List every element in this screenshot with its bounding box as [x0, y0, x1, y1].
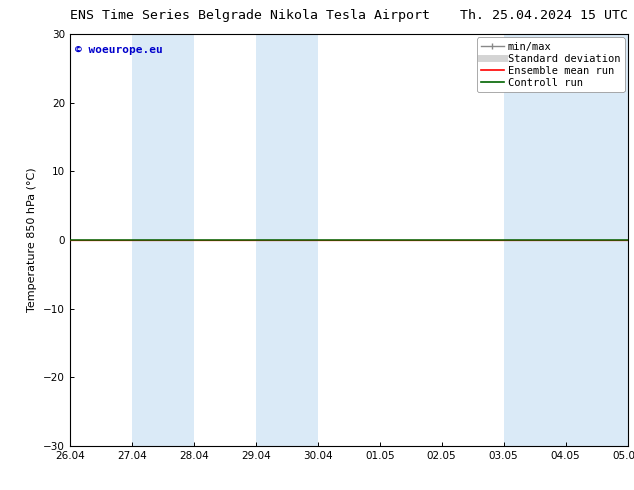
- Bar: [256, 34, 318, 446]
- Text: © woeurope.eu: © woeurope.eu: [75, 45, 163, 54]
- Y-axis label: Temperature 850 hPa (°C): Temperature 850 hPa (°C): [27, 168, 37, 313]
- Bar: [132, 34, 194, 446]
- Legend: min/max, Standard deviation, Ensemble mean run, Controll run: min/max, Standard deviation, Ensemble me…: [477, 37, 624, 92]
- Text: Th. 25.04.2024 15 UTC: Th. 25.04.2024 15 UTC: [460, 9, 628, 22]
- Bar: [503, 34, 566, 446]
- Bar: [566, 34, 628, 446]
- Text: ENS Time Series Belgrade Nikola Tesla Airport: ENS Time Series Belgrade Nikola Tesla Ai…: [70, 9, 430, 22]
